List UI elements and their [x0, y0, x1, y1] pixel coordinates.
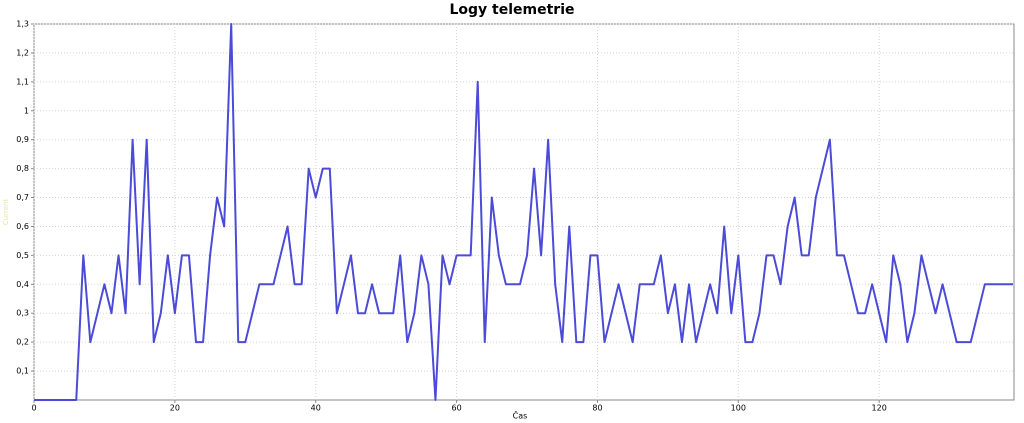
y-tick-label: 1,3 — [16, 20, 29, 29]
y-axis-label: Current — [2, 199, 10, 226]
y-tick-label: 0,9 — [16, 135, 29, 144]
y-tick-label: 0,8 — [16, 164, 29, 173]
plot-frame — [33, 23, 1015, 401]
y-tick-label: 1 — [24, 106, 29, 115]
y-tick-label: 0,2 — [16, 338, 29, 347]
chart-title: Logy telemetrie — [449, 2, 574, 18]
y-tick-label: 0,3 — [16, 309, 29, 318]
y-tick-label: 0,7 — [16, 193, 29, 202]
y-tick-label: 0,4 — [16, 280, 29, 289]
x-tick-label: 100 — [731, 404, 746, 413]
x-tick-label: 120 — [872, 404, 887, 413]
x-axis-label: Čas — [513, 410, 528, 421]
y-tick-label: 0,6 — [16, 222, 29, 231]
y-tick-label: 1,1 — [16, 77, 29, 86]
x-tick-label: 80 — [592, 404, 602, 413]
x-tick-label: 0 — [31, 404, 36, 413]
y-tick-label: 0,1 — [16, 367, 29, 376]
y-tick-label: 1,2 — [16, 48, 29, 57]
y-tick-label: 0,5 — [16, 251, 29, 260]
data-line — [34, 23, 1013, 401]
x-tick-label: 20 — [170, 404, 180, 413]
x-tick-label: 60 — [451, 404, 461, 413]
x-tick-label: 40 — [311, 404, 321, 413]
